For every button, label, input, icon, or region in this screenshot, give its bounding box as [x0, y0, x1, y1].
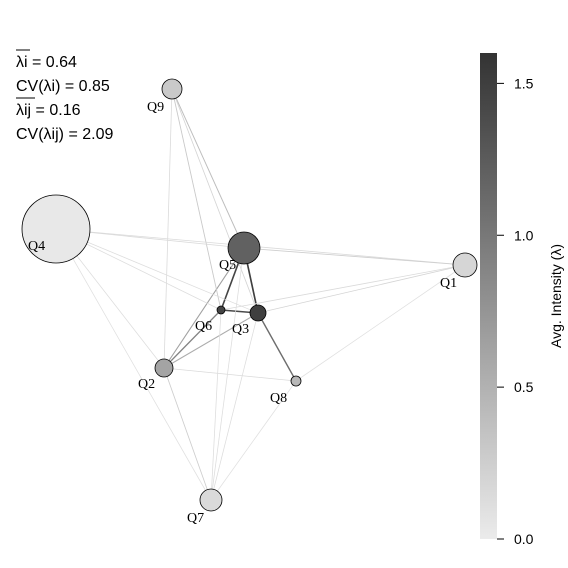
- node-label-q1: Q1: [440, 276, 457, 291]
- node-label-q2: Q2: [138, 377, 155, 392]
- edge-q9-q2: [163, 88, 173, 369]
- node-q2: [154, 358, 174, 378]
- node-labels-layer: Q1 Q2 Q3 Q4 Q5 Q6 Q7 Q8 Q9: [28, 100, 457, 526]
- edge-q5-q2: [163, 247, 245, 369]
- stat-mean-lambda-ij: λij = 0.16: [16, 102, 81, 119]
- colorbar-gradient: [480, 53, 497, 539]
- edge-q3-q1: [257, 264, 466, 314]
- colorbar-ticks: 0.0 0.5 1.0 1.5: [497, 75, 534, 547]
- edge-q8-q1: [295, 264, 466, 382]
- edge-q6-q7: [210, 309, 222, 501]
- colorbar-tick-label: 0.0: [514, 531, 534, 547]
- colorbar-label: Avg. Intensity (λ): [548, 244, 564, 348]
- node-q8: [290, 375, 302, 387]
- edge-q2-q7: [163, 367, 212, 501]
- edge-q5-q7: [210, 247, 245, 501]
- colorbar-tick-label: 0.5: [514, 379, 534, 395]
- node-label-q6: Q6: [195, 319, 212, 334]
- node-q3: [249, 304, 267, 322]
- edge-q8-q7: [210, 380, 297, 501]
- edge-q2-q8: [163, 367, 297, 382]
- colorbar-tick-label: 1.5: [514, 75, 534, 91]
- node-q9: [161, 78, 183, 100]
- node-q6: [216, 305, 226, 315]
- node-label-q7: Q7: [187, 511, 204, 526]
- edge-q4-q3: [55, 228, 259, 314]
- edge-q9-q6: [171, 88, 222, 311]
- edge-q3-q2: [163, 312, 259, 369]
- stat-cv-lambda-i: CV(λi) = 0.85: [16, 78, 110, 95]
- node-q5: [227, 231, 261, 265]
- edge-q4-q1: [55, 228, 466, 266]
- edge-q6-q2: [163, 309, 222, 369]
- node-label-q3: Q3: [232, 322, 249, 337]
- node-label-q5: Q5: [219, 258, 236, 273]
- edge-q6-q1: [220, 264, 466, 311]
- edge-q5-q1: [243, 247, 466, 266]
- colorbar: 0.0 0.5 1.0 1.5 Avg. Intensity (λ): [480, 53, 564, 547]
- stat-mean-lambda-i: λi = 0.64: [16, 54, 77, 71]
- node-label-q9: Q9: [147, 100, 164, 115]
- edge-q4-q7: [55, 228, 212, 501]
- nodes-layer: [21, 78, 478, 512]
- colorbar-tick-label: 1.0: [514, 227, 534, 243]
- node-q4: [21, 194, 91, 264]
- edge-q9-q5: [171, 88, 245, 249]
- edge-q9-q3: [171, 88, 259, 314]
- stats-block: λi = 0.64 CV(λi) = 0.85 λij = 0.16 CV(λi…: [16, 49, 113, 143]
- edges-layer: [55, 88, 466, 501]
- stat-cv-lambda-ij: CV(λij) = 2.09: [16, 126, 113, 143]
- node-label-q8: Q8: [270, 391, 287, 406]
- node-q1: [452, 252, 478, 278]
- node-q7: [199, 488, 223, 512]
- edge-q3-q8: [257, 312, 297, 382]
- node-label-q4: Q4: [28, 239, 45, 254]
- edge-q3-q7: [210, 312, 259, 501]
